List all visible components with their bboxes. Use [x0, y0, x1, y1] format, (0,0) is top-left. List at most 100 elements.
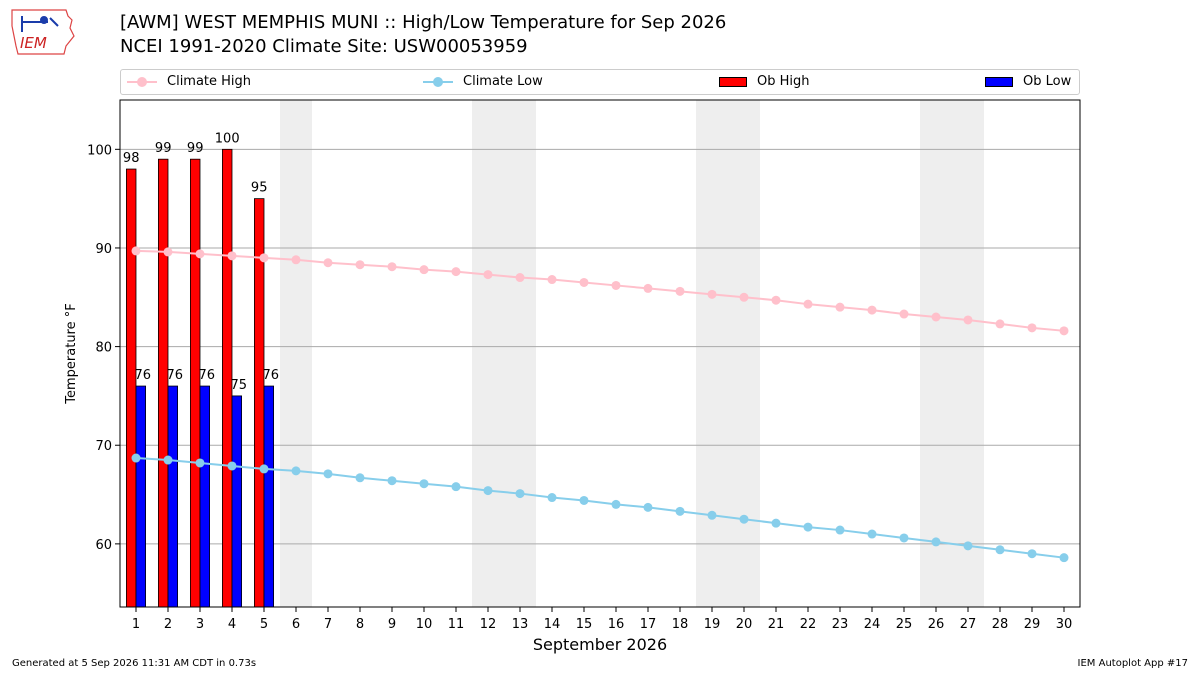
ob-high-bar	[189, 158, 201, 608]
climate-low-point	[323, 469, 333, 479]
climate-high-point	[771, 295, 781, 305]
climate-high-point	[419, 265, 429, 275]
y-tick-label: 80	[95, 341, 112, 356]
y-tick-label: 70	[95, 439, 112, 454]
climate-high-point	[1027, 323, 1037, 333]
x-tick-label: 22	[800, 617, 817, 632]
climate-low-point	[899, 533, 909, 543]
climate-low-point	[547, 493, 557, 503]
climate-low-swatch-icon	[423, 76, 453, 87]
x-tick-label: 30	[1056, 617, 1073, 632]
plot-frame	[119, 99, 1081, 608]
x-tick-label: 5	[260, 617, 268, 632]
legend-item-climate-high: Climate High	[127, 74, 251, 89]
ob-low-label: 76	[263, 368, 280, 383]
weekend-band	[696, 100, 760, 607]
x-tick-label: 13	[512, 617, 529, 632]
ob-low-swatch-icon	[985, 76, 1013, 87]
climate-high-point	[355, 260, 365, 270]
x-tick-label: 16	[608, 617, 625, 632]
climate-low-point	[515, 489, 525, 499]
x-tick-label: 9	[388, 617, 396, 632]
climate-low-point	[227, 461, 237, 471]
logo-text: IEM	[20, 34, 47, 52]
generated-timestamp: Generated at 5 Sep 2026 11:31 AM CDT in …	[12, 658, 257, 669]
climate-low-point	[259, 464, 269, 474]
climate-high-point	[259, 253, 269, 263]
climate-high-line	[135, 249, 1065, 332]
x-tick-label: 20	[736, 617, 753, 632]
ob-low-bar	[199, 385, 211, 608]
x-tick-label: 21	[768, 617, 785, 632]
climate-low-point	[419, 479, 429, 489]
chart-title: [AWM] WEST MEMPHIS MUNI :: High/Low Temp…	[120, 12, 727, 33]
x-tick-label: 18	[672, 617, 689, 632]
climate-high-point	[483, 270, 493, 280]
climate-high-point	[515, 273, 525, 283]
climate-high-point	[387, 262, 397, 272]
climate-high-point	[323, 258, 333, 268]
ob-low-bar	[231, 395, 243, 608]
ob-high-label: 99	[187, 141, 204, 156]
climate-low-point	[739, 514, 749, 524]
weekend-band	[280, 100, 312, 607]
climate-low-point	[707, 510, 717, 520]
climate-low-point	[355, 473, 365, 483]
ob-low-bar	[263, 385, 275, 608]
y-tick-label: 90	[95, 242, 112, 257]
x-tick-label: 29	[1024, 617, 1041, 632]
climate-low-point	[675, 506, 685, 516]
x-tick-label: 15	[576, 617, 593, 632]
iem-logo: IEM	[11, 9, 75, 55]
climate-high-point	[675, 286, 685, 296]
legend-label-ob-high: Ob High	[757, 74, 810, 89]
climate-low-point	[835, 525, 845, 535]
climate-low-point	[995, 545, 1005, 555]
climate-low-point	[291, 466, 301, 476]
climate-high-point	[163, 247, 173, 257]
climate-high-point	[931, 312, 941, 322]
legend-label-ob-low: Ob Low	[1023, 74, 1072, 89]
x-tick-label: 6	[292, 617, 300, 632]
x-tick-label: 2	[164, 617, 172, 632]
x-tick-label: 14	[544, 617, 561, 632]
climate-high-point	[963, 315, 973, 325]
climate-low-point	[931, 537, 941, 547]
climate-low-point	[803, 522, 813, 532]
ob-high-bar	[126, 168, 137, 608]
x-axis-label: September 2026	[533, 635, 667, 654]
climate-low-point	[483, 486, 493, 496]
x-tick-label: 26	[928, 617, 945, 632]
y-tick-label: 100	[87, 143, 112, 158]
ob-low-bar	[135, 385, 147, 608]
ob-high-label: 98	[123, 151, 140, 166]
climate-high-point	[611, 280, 621, 290]
climate-high-point	[131, 246, 141, 256]
y-tick-label: 60	[95, 538, 112, 553]
legend-item-climate-low: Climate Low	[423, 74, 543, 89]
ob-low-label: 75	[231, 378, 248, 393]
x-tick-label: 27	[960, 617, 977, 632]
climate-low-point	[643, 502, 653, 512]
climate-low-point	[963, 541, 973, 551]
climate-high-point	[995, 319, 1005, 329]
climate-high-point	[835, 302, 845, 312]
climate-high-point	[707, 289, 717, 299]
ob-low-label: 76	[167, 368, 184, 383]
climate-high-point	[899, 309, 909, 319]
climate-high-point	[195, 249, 205, 259]
x-tick-label: 1	[132, 617, 140, 632]
x-tick-label: 8	[356, 617, 364, 632]
weekend-band	[472, 100, 536, 607]
climate-low-point	[387, 476, 397, 486]
climate-low-point	[1059, 553, 1069, 563]
climate-high-point	[643, 283, 653, 293]
climate-high-point	[547, 275, 557, 285]
ob-high-label: 100	[215, 131, 240, 146]
chart-legend: Climate High Climate Low Ob High Ob Low	[120, 69, 1080, 95]
legend-item-ob-low: Ob Low	[985, 74, 1071, 89]
ob-high-bar	[157, 158, 169, 608]
climate-low-point	[163, 455, 173, 465]
climate-high-point	[451, 267, 461, 277]
y-axis-label: Temperature °F	[64, 303, 79, 404]
